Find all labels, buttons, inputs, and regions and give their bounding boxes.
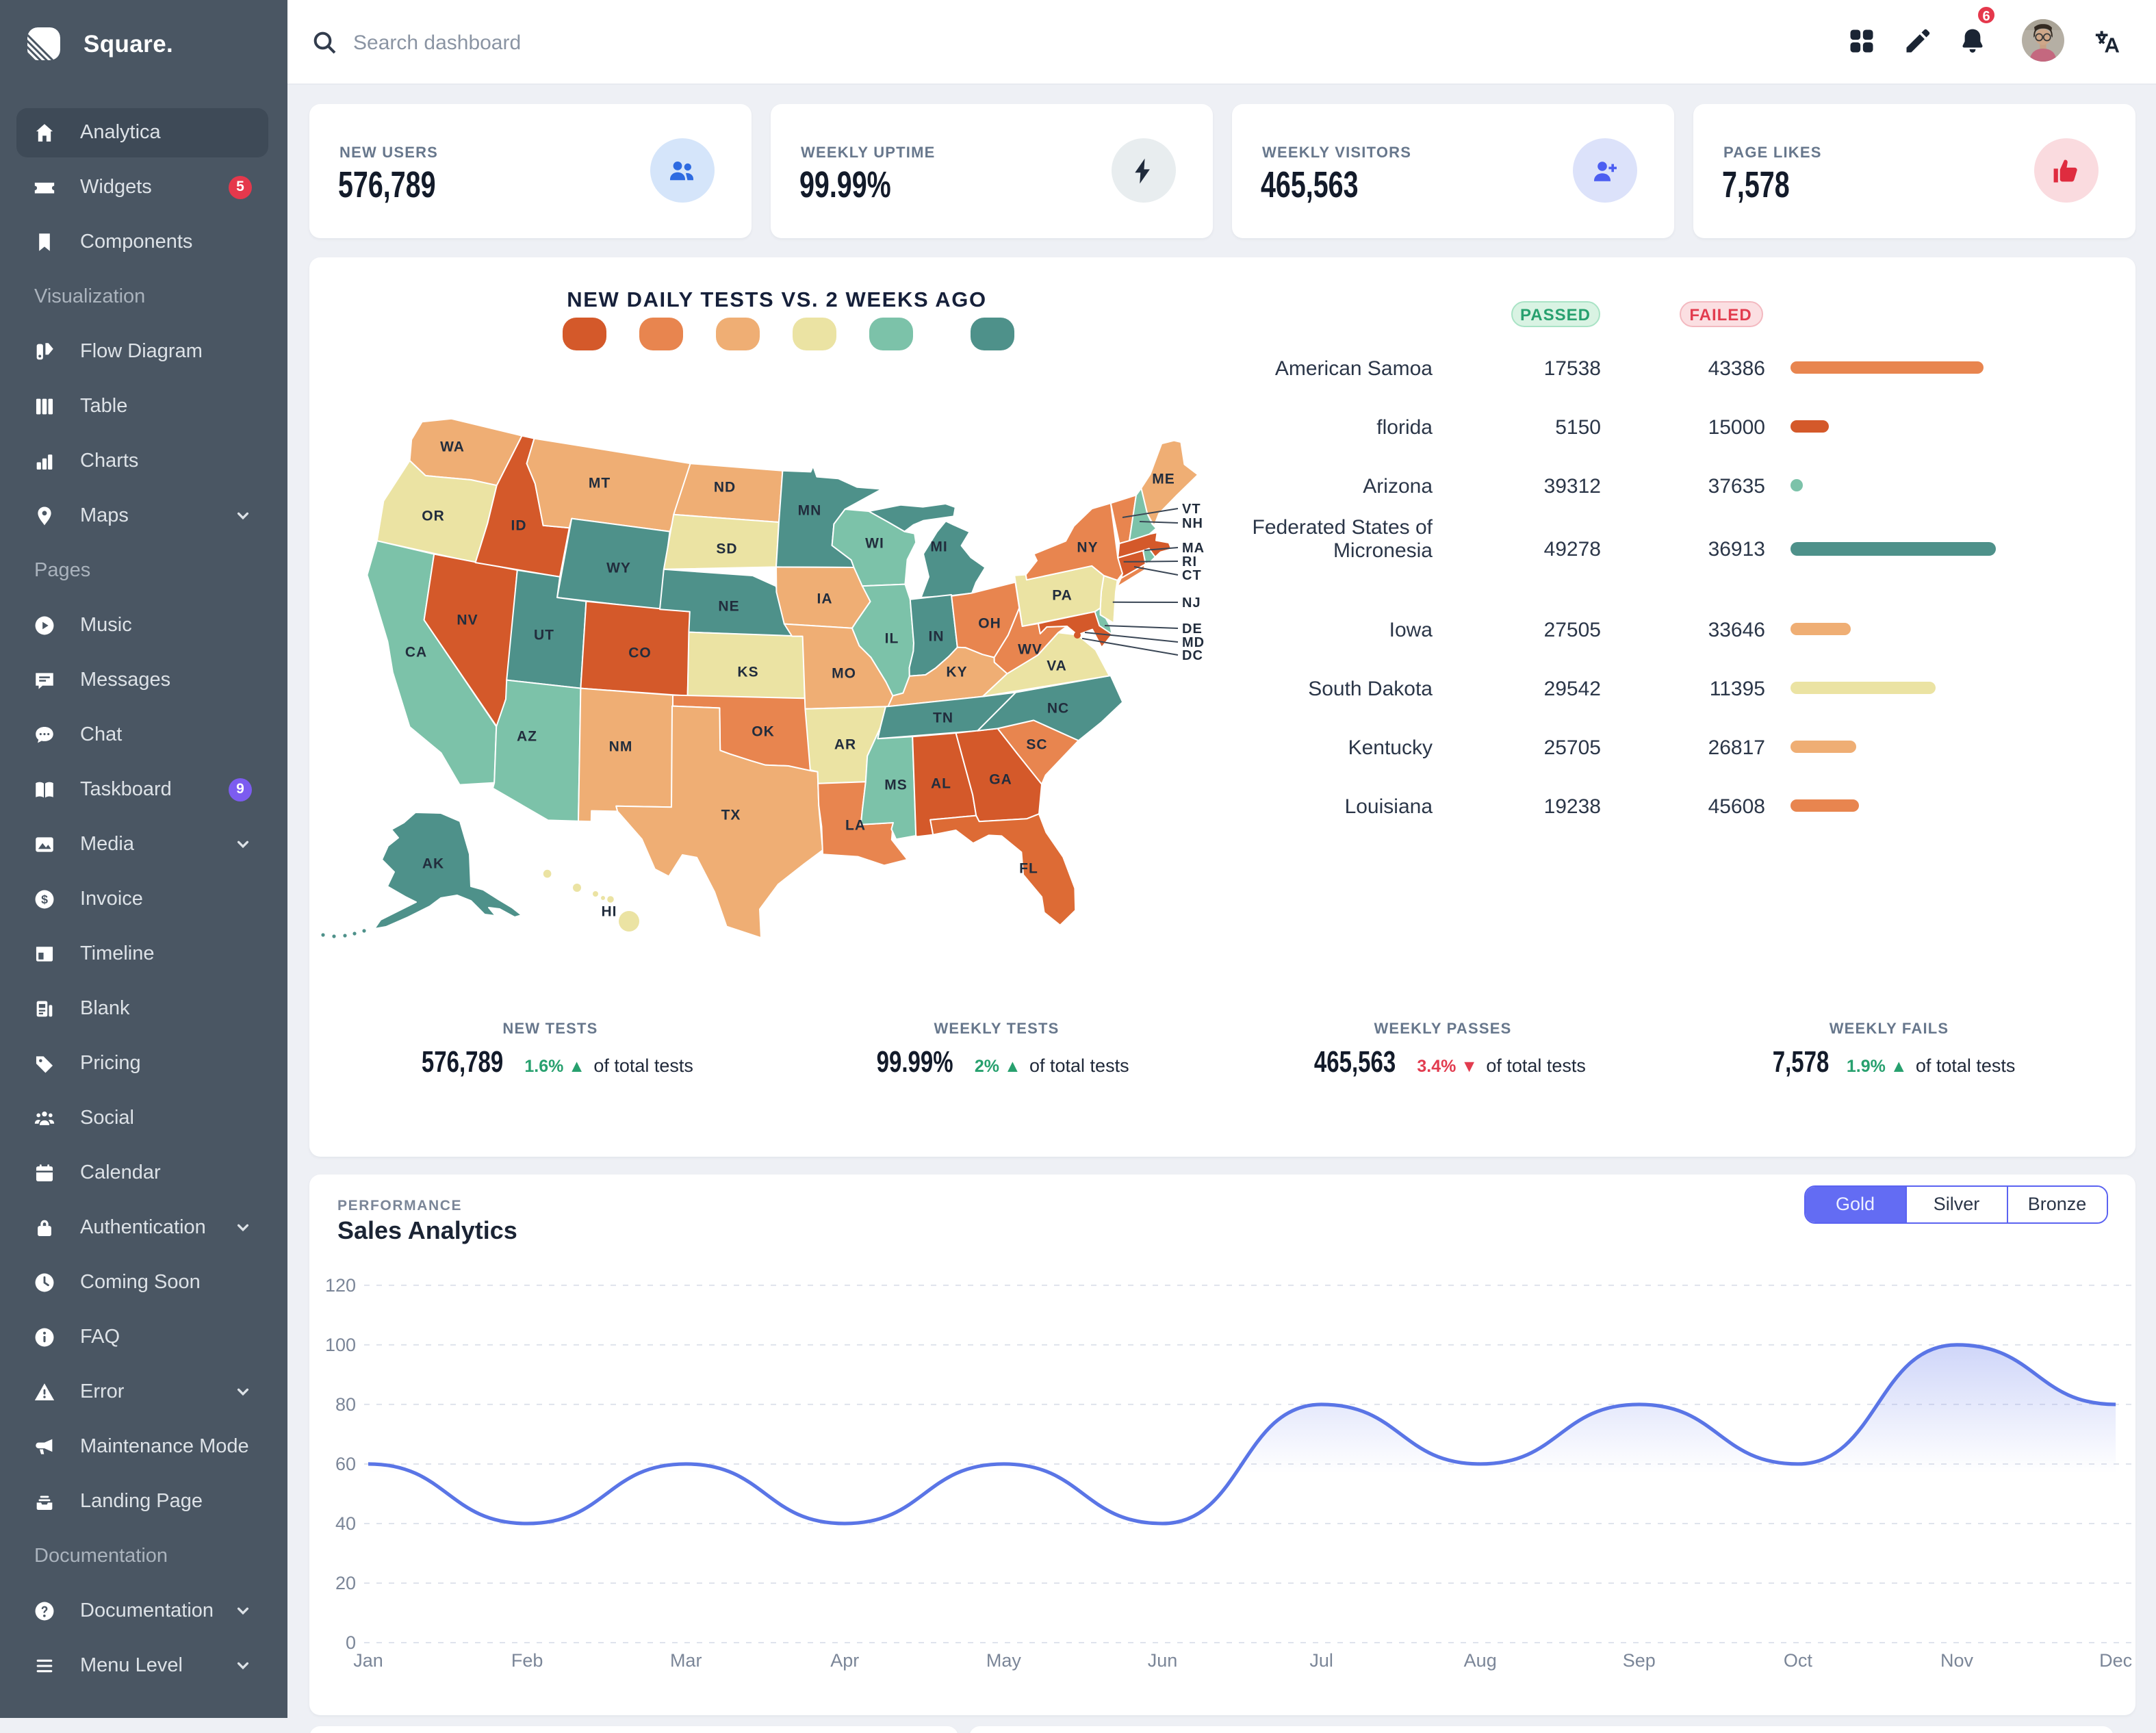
svg-text:CA: CA — [405, 645, 426, 660]
svg-text:AL: AL — [930, 776, 951, 792]
svg-text:KY: KY — [945, 665, 966, 680]
svg-text:MS: MS — [884, 778, 907, 793]
svg-text:IA: IA — [817, 591, 832, 607]
svg-text:20: 20 — [335, 1573, 355, 1593]
svg-text:AK: AK — [422, 856, 444, 872]
svg-text:NH: NH — [1181, 516, 1203, 531]
svg-text:TN: TN — [932, 710, 953, 726]
svg-text:MD: MD — [1181, 635, 1204, 650]
svg-text:MI: MI — [929, 539, 947, 555]
svg-text:HI: HI — [601, 904, 617, 920]
svg-text:GA: GA — [988, 772, 1012, 788]
svg-text:UT: UT — [533, 628, 554, 643]
svg-text:Mar: Mar — [669, 1650, 702, 1671]
svg-text:MO: MO — [831, 666, 856, 682]
svg-text:KS: KS — [736, 665, 758, 680]
svg-text:OH: OH — [977, 616, 1001, 632]
svg-text:ND: ND — [713, 480, 735, 496]
svg-text:SD: SD — [715, 541, 736, 557]
svg-text:NE: NE — [717, 599, 739, 615]
svg-text:OR: OR — [421, 509, 444, 524]
svg-text:OK: OK — [751, 724, 774, 740]
svg-text:May: May — [986, 1650, 1021, 1671]
svg-text:NV: NV — [456, 613, 477, 628]
svg-text:60: 60 — [335, 1454, 355, 1474]
svg-text:NC: NC — [1047, 701, 1068, 717]
svg-text:Sep: Sep — [1622, 1650, 1655, 1671]
svg-text:AZ: AZ — [516, 729, 537, 745]
svg-text:RI: RI — [1181, 554, 1196, 569]
svg-text:VT: VT — [1181, 502, 1201, 517]
svg-text:SC: SC — [1025, 737, 1047, 753]
svg-text:Apr: Apr — [830, 1650, 858, 1671]
svg-text:TX: TX — [721, 808, 741, 823]
svg-text:Dec: Dec — [2099, 1650, 2131, 1671]
svg-text:AR: AR — [834, 737, 856, 753]
svg-text:VA: VA — [1046, 658, 1066, 674]
svg-text:WA: WA — [439, 439, 464, 455]
svg-text:Nov: Nov — [1940, 1650, 1973, 1671]
svg-text:IN: IN — [928, 629, 944, 645]
svg-text:100: 100 — [324, 1335, 355, 1355]
svg-text:Jan: Jan — [352, 1650, 383, 1671]
svg-text:ID: ID — [511, 518, 526, 534]
svg-text:WV: WV — [1017, 642, 1042, 658]
svg-text:PA: PA — [1051, 588, 1072, 604]
svg-text:Feb: Feb — [511, 1650, 543, 1671]
svg-text:Jun: Jun — [1147, 1650, 1177, 1671]
svg-text:0: 0 — [345, 1632, 355, 1653]
svg-text:FL: FL — [1018, 861, 1038, 877]
svg-text:120: 120 — [324, 1275, 355, 1296]
svg-text:CO: CO — [628, 645, 651, 661]
svg-text:NY: NY — [1076, 540, 1097, 556]
svg-text:Oct: Oct — [1783, 1650, 1812, 1671]
svg-text:CT: CT — [1181, 568, 1201, 583]
svg-text:NJ: NJ — [1181, 595, 1201, 611]
svg-text:40: 40 — [335, 1513, 355, 1534]
svg-text:MT: MT — [588, 476, 610, 491]
svg-text:80: 80 — [335, 1394, 355, 1415]
svg-text:DC: DC — [1181, 648, 1203, 663]
svg-text:IL: IL — [884, 631, 899, 647]
svg-text:MN: MN — [797, 503, 821, 519]
svg-text:ME: ME — [1151, 472, 1175, 487]
svg-text:WY: WY — [606, 561, 630, 576]
svg-text:Jul: Jul — [1309, 1650, 1333, 1671]
svg-text:Aug: Aug — [1463, 1650, 1496, 1671]
svg-text:LA: LA — [845, 818, 865, 834]
svg-text:MA: MA — [1181, 541, 1204, 556]
svg-text:$: $ — [41, 893, 48, 906]
svg-text:WI: WI — [864, 536, 884, 552]
svg-text:DE: DE — [1181, 621, 1202, 637]
svg-text:NM: NM — [608, 739, 632, 755]
